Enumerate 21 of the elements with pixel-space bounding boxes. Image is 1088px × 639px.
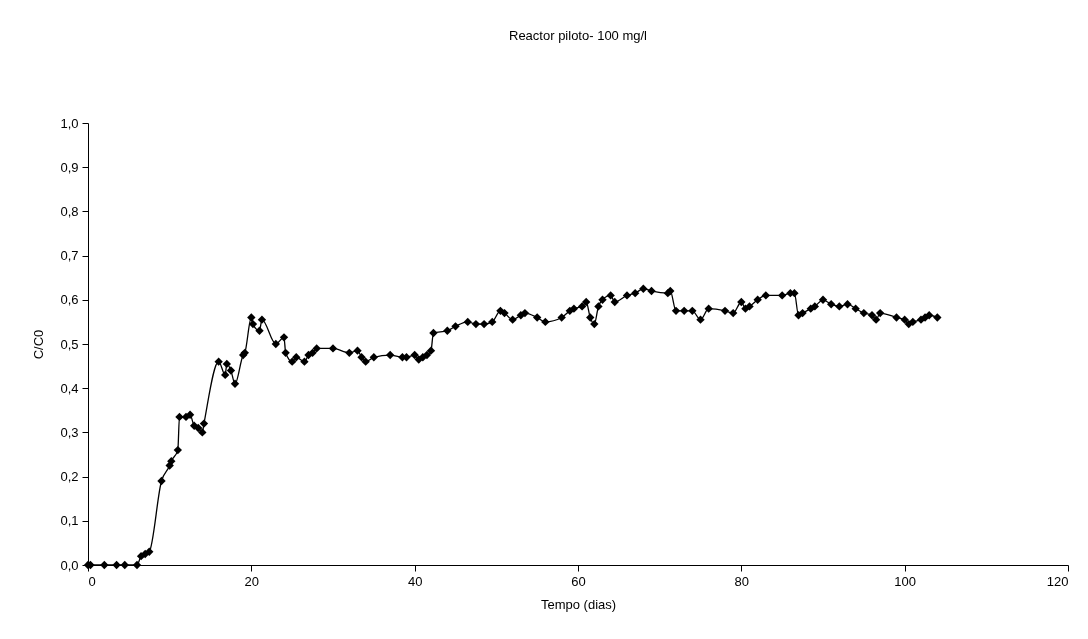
- x-tick-label: 40: [407, 573, 423, 589]
- x-tick-label: 0: [88, 573, 96, 589]
- y-tick-label: 0,8: [60, 203, 79, 219]
- chart-title: Reactor piloto- 100 mg/l: [508, 28, 648, 43]
- y-tick-label: 0,1: [60, 513, 79, 529]
- y-tick-label: 0,7: [60, 248, 79, 264]
- y-tick-label: 0,9: [60, 159, 79, 175]
- y-tick-label: 0,0: [60, 557, 79, 573]
- x-tick-label: 80: [734, 573, 750, 589]
- y-tick-label: 0,4: [60, 380, 79, 396]
- x-tick-label: 20: [244, 573, 260, 589]
- x-axis-title: Tempo (dias): [540, 596, 617, 612]
- x-tick-label: 100: [894, 573, 917, 589]
- y-tick-label: 1,0: [60, 115, 79, 131]
- y-axis-title: C/C0: [31, 329, 47, 360]
- y-tick-label: 0,3: [60, 424, 79, 440]
- y-tick-label: 0,5: [60, 336, 79, 352]
- y-tick-label: 0,2: [60, 469, 79, 485]
- y-tick-label: 0,6: [60, 292, 79, 308]
- x-tick-label: 120: [1046, 573, 1069, 589]
- x-tick-label: 60: [571, 573, 586, 589]
